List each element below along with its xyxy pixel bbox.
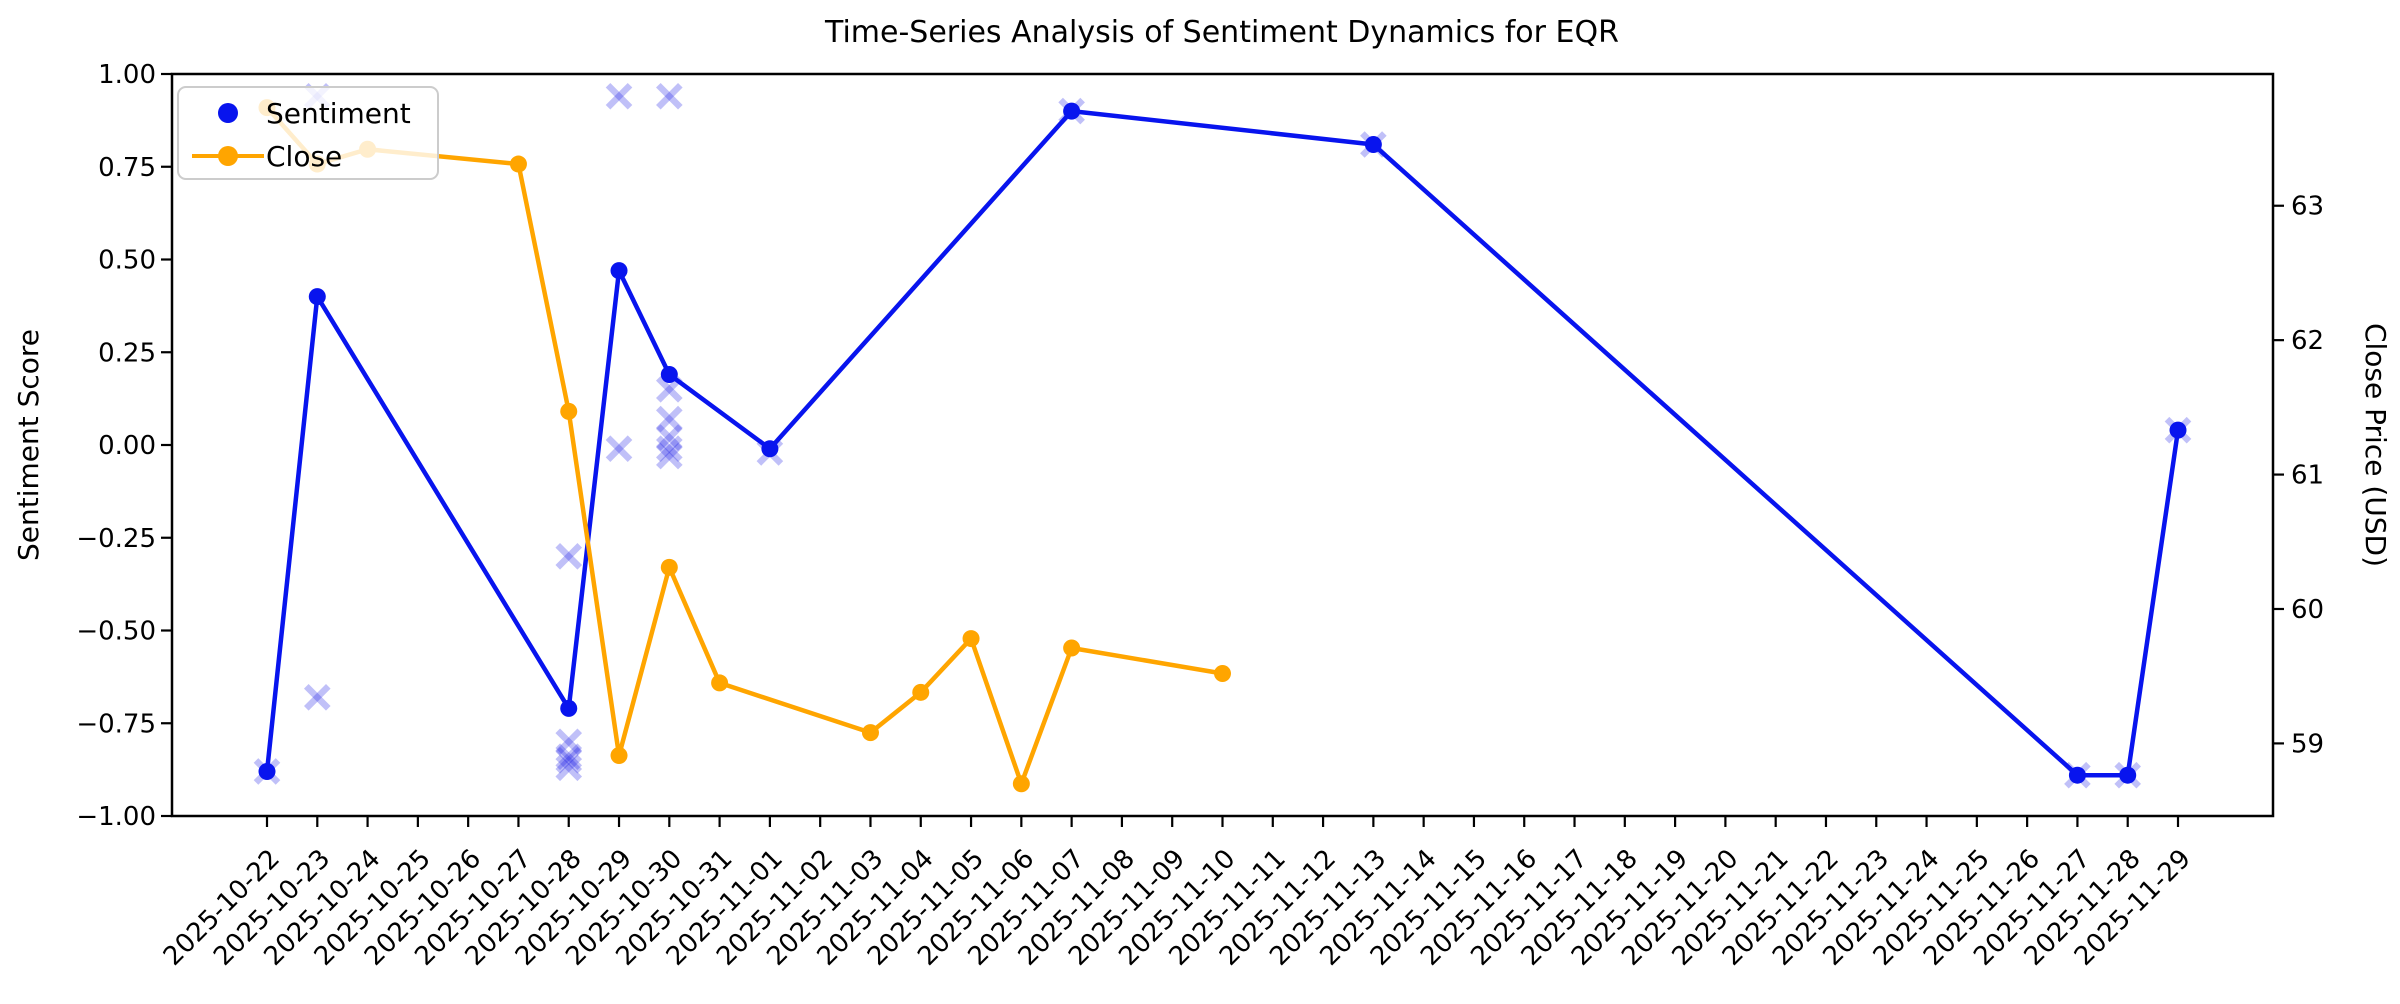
close-point [1214,665,1231,683]
scatter-x-marker [656,405,683,433]
sentiment-point [1063,102,1081,120]
close-point [610,747,628,765]
scatter-x-marker [656,376,683,403]
y-left-tick-label: 0.25 [98,338,156,368]
y-left-tick-label: −0.25 [76,524,156,554]
y-right-tick-label: 60 [2291,595,2324,625]
close-point [1063,639,1081,657]
y-right-tick-label: 62 [2291,326,2324,356]
plot-area: 2025-10-222025-10-232025-10-242025-10-25… [76,60,2324,972]
sentiment-point [2169,421,2187,439]
sentiment-point [308,288,326,306]
sentiment-point [761,440,779,458]
sentiment-point [1364,135,1382,153]
legend-sentiment-label: Sentiment [266,97,411,130]
sentiment-point [2119,766,2137,784]
sentiment-point [2068,766,2086,784]
scatter-x-marker [555,743,583,770]
legend: Sentiment Close [177,86,439,180]
sentiment-point [660,366,678,384]
close-point [962,630,980,648]
close-point [660,558,678,576]
close-point [711,674,729,692]
close-point [861,724,879,742]
sentiment-point [610,262,628,280]
scatter-x-marker [555,543,583,570]
close-point [560,402,578,420]
scatter-x-marker [656,405,683,433]
close-point [509,155,527,173]
scatter-x-marker [555,754,583,782]
y-right-tick-label: 61 [2291,461,2324,491]
scatter-x-marker [555,728,583,756]
scatter-x-marker [303,683,331,711]
scatter-x-marker [656,442,683,470]
y-left-tick-label: 0.75 [98,153,156,183]
scatter-x-marker [656,435,683,463]
chart-title: Time-Series Analysis of Sentiment Dynami… [824,15,1619,50]
legend-close-label: Close [266,140,342,173]
scatter-x-marker [605,82,633,110]
close-point [1012,775,1030,793]
scatter-x-marker [555,747,583,774]
scatter-x-marker [656,82,683,110]
close-point [912,683,930,701]
y-left-axis-title: Sentiment Score [12,329,45,561]
sentiment-point [560,699,578,717]
plot-frame [170,72,2275,818]
y-left-tick-label: −0.50 [76,617,156,647]
y-right-axis-title: Close Price (USD) [2359,323,2392,567]
legend-sentiment-dot-icon [218,103,238,123]
scatter-x-marker [605,435,633,463]
scatter-x-marker [303,683,331,711]
scatter-x-marker [555,747,583,774]
y-right-tick-label: 59 [2291,729,2324,759]
scatter-x-marker [555,754,583,782]
y-left-tick-label: −1.00 [76,802,156,832]
legend-close-dot-icon [218,146,238,166]
sentiment-point [258,762,276,780]
y-right-tick-label: 63 [2291,192,2324,222]
scatter-x-marker [605,435,633,463]
scatter-x-marker [555,543,583,570]
scatter-x-marker [656,442,683,470]
scatter-x-marker [605,82,633,110]
scatter-x-marker [656,424,683,451]
scatter-x-marker [656,82,683,110]
y-left-tick-label: −0.75 [76,709,156,739]
scatter-x-marker [555,728,583,756]
y-left-tick-label: 0.00 [98,431,156,461]
scatter-x-marker [656,435,683,463]
scatter-x-marker [555,743,583,770]
scatter-x-marker [656,424,683,451]
y-left-tick-label: 0.50 [98,246,156,276]
y-left-tick-label: 1.00 [98,60,156,90]
